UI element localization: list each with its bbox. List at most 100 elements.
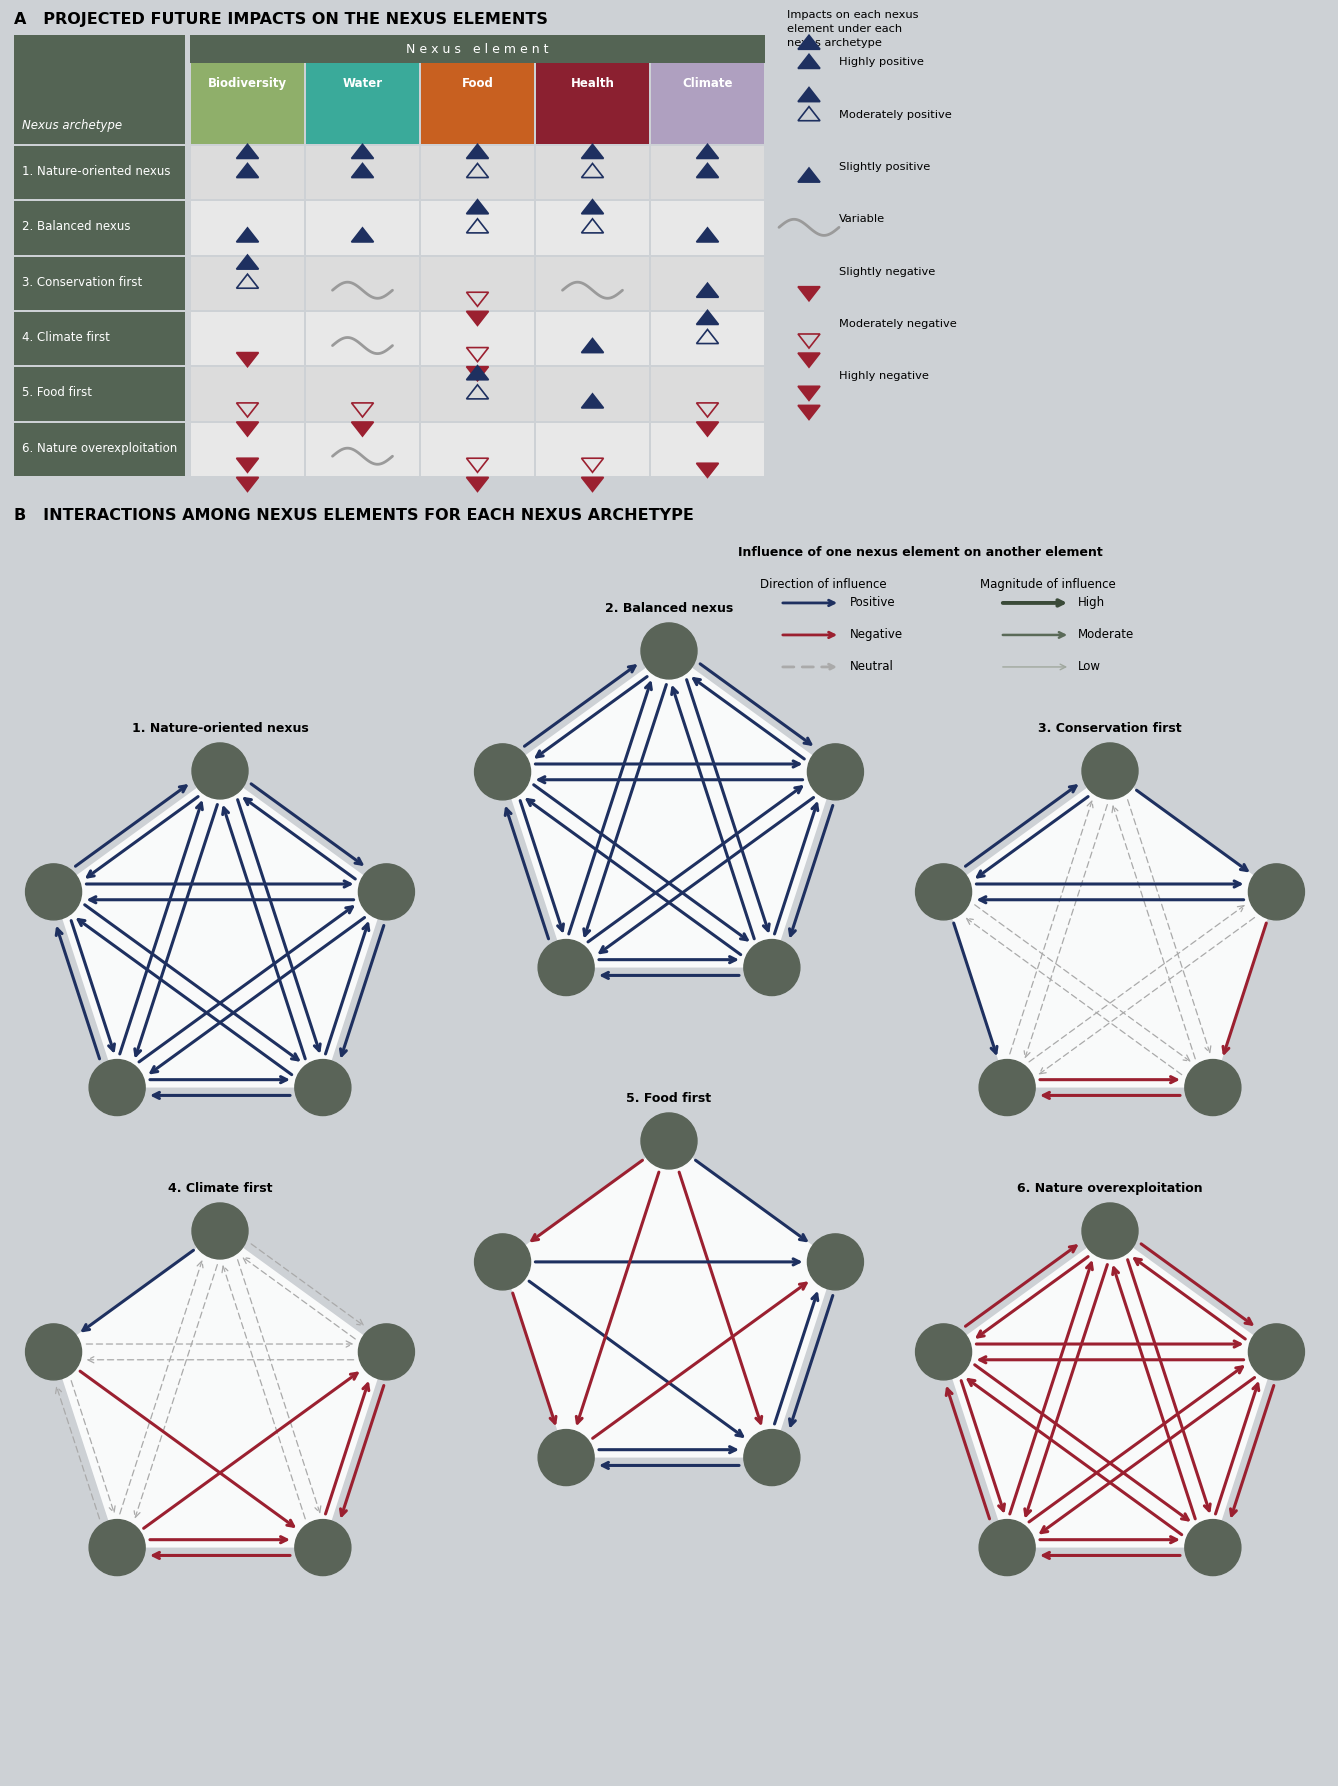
Text: element under each: element under each	[787, 25, 902, 34]
Bar	[537, 202, 649, 255]
Circle shape	[744, 1429, 800, 1486]
Polygon shape	[352, 145, 373, 159]
Circle shape	[915, 864, 971, 920]
Circle shape	[915, 1323, 971, 1381]
Text: Slightly negative: Slightly negative	[839, 266, 935, 277]
Polygon shape	[797, 36, 820, 50]
Bar	[421, 257, 534, 309]
Bar	[13, 36, 185, 145]
Circle shape	[25, 1323, 82, 1381]
Circle shape	[641, 1113, 697, 1170]
Bar	[306, 313, 419, 364]
Polygon shape	[54, 1231, 387, 1547]
Polygon shape	[943, 772, 1276, 1088]
Polygon shape	[503, 1141, 835, 1457]
Bar	[191, 257, 304, 309]
Polygon shape	[697, 284, 719, 296]
Bar	[306, 423, 419, 475]
Text: Water: Water	[343, 77, 383, 91]
Text: Positive: Positive	[850, 597, 895, 609]
Circle shape	[191, 1204, 248, 1259]
Bar	[537, 146, 649, 200]
Bar	[191, 63, 304, 145]
Circle shape	[90, 1520, 145, 1575]
Polygon shape	[467, 311, 488, 325]
Bar	[421, 313, 534, 364]
Text: B   INTERACTIONS AMONG NEXUS ELEMENTS FOR EACH NEXUS ARCHETYPE: B INTERACTIONS AMONG NEXUS ELEMENTS FOR …	[13, 507, 694, 523]
Circle shape	[191, 743, 248, 798]
Polygon shape	[54, 772, 387, 1088]
Polygon shape	[697, 463, 719, 477]
Text: Highly positive: Highly positive	[839, 57, 923, 68]
Bar	[537, 423, 649, 475]
Text: Magnitude of influence: Magnitude of influence	[979, 579, 1116, 591]
Circle shape	[359, 1323, 415, 1381]
Circle shape	[979, 1520, 1036, 1575]
Circle shape	[294, 1059, 351, 1116]
Bar	[306, 368, 419, 420]
Bar	[652, 257, 764, 309]
Bar	[652, 423, 764, 475]
Bar	[421, 202, 534, 255]
Polygon shape	[237, 255, 258, 270]
Polygon shape	[797, 354, 820, 368]
Text: 6. Nature overexploitation: 6. Nature overexploitation	[1017, 1182, 1203, 1195]
Circle shape	[1082, 743, 1139, 798]
Polygon shape	[697, 421, 719, 436]
Circle shape	[294, 1520, 351, 1575]
Text: Negative: Negative	[850, 629, 903, 641]
Bar	[13, 257, 185, 309]
Polygon shape	[697, 311, 719, 325]
Circle shape	[1082, 1204, 1139, 1259]
Text: Direction of influence: Direction of influence	[760, 579, 887, 591]
Circle shape	[90, 1059, 145, 1116]
Polygon shape	[582, 145, 603, 159]
Text: High: High	[1078, 597, 1105, 609]
Polygon shape	[797, 405, 820, 420]
Bar	[13, 313, 185, 364]
Text: Health: Health	[570, 77, 614, 91]
Bar	[652, 146, 764, 200]
Text: nexus archetype: nexus archetype	[787, 38, 882, 48]
Text: A   PROJECTED FUTURE IMPACTS ON THE NEXUS ELEMENTS: A PROJECTED FUTURE IMPACTS ON THE NEXUS …	[13, 13, 547, 27]
Bar	[652, 202, 764, 255]
Polygon shape	[237, 421, 258, 436]
Circle shape	[1185, 1520, 1240, 1575]
Bar	[421, 423, 534, 475]
Text: Influence of one nexus element on another element: Influence of one nexus element on anothe…	[737, 547, 1103, 559]
Bar	[652, 63, 764, 145]
Text: 4. Climate first: 4. Climate first	[21, 330, 110, 345]
Circle shape	[807, 1234, 863, 1289]
Circle shape	[979, 1059, 1036, 1116]
Circle shape	[475, 1234, 531, 1289]
Polygon shape	[467, 200, 488, 214]
Text: Moderately positive: Moderately positive	[839, 109, 951, 120]
Polygon shape	[467, 477, 488, 491]
Polygon shape	[237, 229, 258, 241]
Bar	[421, 146, 534, 200]
Circle shape	[744, 939, 800, 995]
Text: Moderately negative: Moderately negative	[839, 320, 957, 329]
Bar	[537, 368, 649, 420]
Bar	[537, 313, 649, 364]
Text: 3. Conservation first: 3. Conservation first	[1038, 722, 1181, 736]
Polygon shape	[582, 395, 603, 407]
Bar	[421, 63, 534, 145]
Circle shape	[475, 745, 531, 800]
Bar	[191, 423, 304, 475]
Polygon shape	[797, 54, 820, 68]
Polygon shape	[697, 229, 719, 241]
Bar	[306, 146, 419, 200]
Text: Food: Food	[462, 77, 494, 91]
Text: Moderate: Moderate	[1078, 629, 1135, 641]
Polygon shape	[582, 477, 603, 491]
Bar	[13, 202, 185, 255]
Text: Highly negative: Highly negative	[839, 371, 929, 380]
Text: Impacts on each nexus: Impacts on each nexus	[787, 11, 918, 20]
Circle shape	[25, 864, 82, 920]
Polygon shape	[237, 145, 258, 159]
Text: Neutral: Neutral	[850, 661, 894, 673]
Circle shape	[359, 864, 415, 920]
Bar	[306, 257, 419, 309]
Text: 2. Balanced nexus: 2. Balanced nexus	[21, 220, 131, 234]
